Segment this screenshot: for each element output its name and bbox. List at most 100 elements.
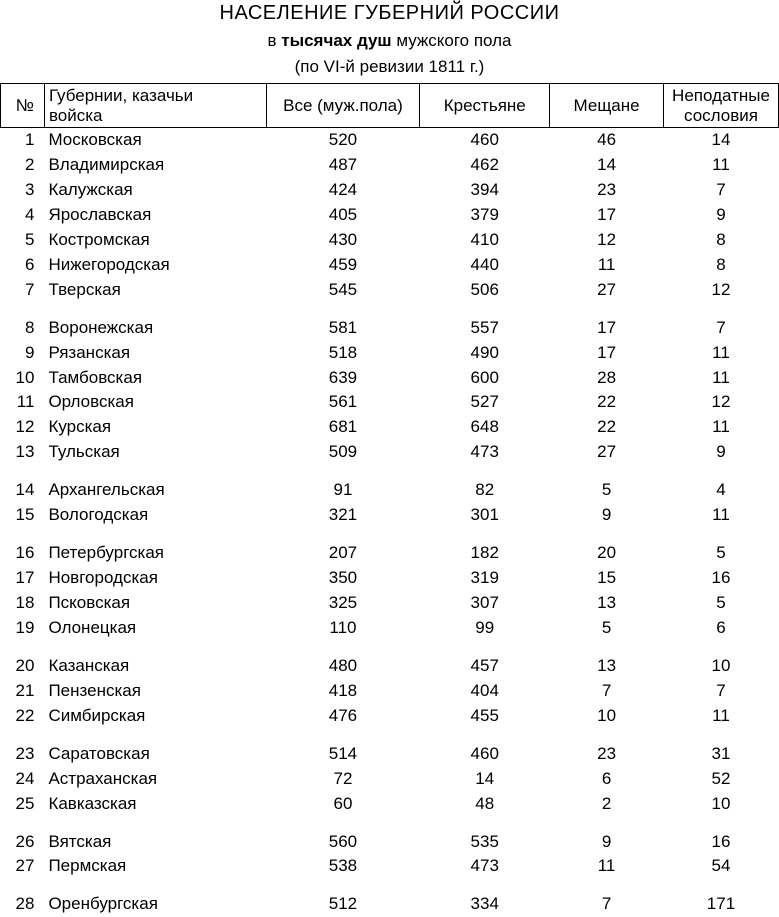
population-table: № Губернии, казачьи войска Все (муж.пола… — [0, 83, 779, 917]
cell-all: 514 — [266, 729, 420, 767]
cell-name: Петербургская — [44, 528, 266, 566]
cell-nontax: 5 — [663, 591, 778, 616]
cell-all: 560 — [266, 817, 420, 855]
header-nontax: Неподатные сословия — [663, 84, 778, 128]
table-row: 22Симбирская4764551011 — [1, 704, 779, 729]
table-row: 21Пензенская41840477 — [1, 679, 779, 704]
table-row: 15Вологодская321301911 — [1, 503, 779, 528]
cell-burghers: 22 — [550, 390, 664, 415]
cell-name: Пензенская — [44, 679, 266, 704]
cell-all: 476 — [266, 704, 420, 729]
cell-num: 20 — [1, 641, 45, 679]
cell-peasants: 527 — [420, 390, 550, 415]
cell-all: 110 — [266, 616, 420, 641]
cell-nontax: 5 — [663, 528, 778, 566]
table-row: 8Воронежская581557177 — [1, 303, 779, 341]
cell-name: Пермская — [44, 854, 266, 879]
cell-peasants: 460 — [420, 128, 550, 153]
cell-name: Владимирская — [44, 153, 266, 178]
cell-nontax: 11 — [663, 341, 778, 366]
cell-num: 4 — [1, 203, 45, 228]
cell-peasants: 182 — [420, 528, 550, 566]
cell-peasants: 506 — [420, 278, 550, 303]
cell-burghers: 28 — [550, 366, 664, 391]
table-row: 9Рязанская5184901711 — [1, 341, 779, 366]
cell-name: Тверская — [44, 278, 266, 303]
cell-burghers: 13 — [550, 641, 664, 679]
cell-name: Вятская — [44, 817, 266, 855]
cell-all: 91 — [266, 465, 420, 503]
cell-peasants: 557 — [420, 303, 550, 341]
cell-nontax: 8 — [663, 228, 778, 253]
cell-num: 18 — [1, 591, 45, 616]
cell-num: 19 — [1, 616, 45, 641]
cell-name: Воронежская — [44, 303, 266, 341]
table-row: 18Псковская325307135 — [1, 591, 779, 616]
cell-all: 561 — [266, 390, 420, 415]
table-row: 28Оренбургская5123347171 — [1, 879, 779, 917]
cell-burghers: 27 — [550, 278, 664, 303]
table-row: 4Ярославская405379179 — [1, 203, 779, 228]
cell-peasants: 473 — [420, 854, 550, 879]
cell-peasants: 319 — [420, 566, 550, 591]
cell-burghers: 23 — [550, 729, 664, 767]
cell-burghers: 10 — [550, 704, 664, 729]
cell-all: 350 — [266, 566, 420, 591]
cell-name: Саратовская — [44, 729, 266, 767]
cell-all: 512 — [266, 879, 420, 917]
cell-peasants: 648 — [420, 415, 550, 440]
cell-burghers: 11 — [550, 854, 664, 879]
cell-num: 3 — [1, 178, 45, 203]
cell-all: 459 — [266, 253, 420, 278]
cell-peasants: 307 — [420, 591, 550, 616]
cell-all: 518 — [266, 341, 420, 366]
cell-peasants: 82 — [420, 465, 550, 503]
cell-nontax: 54 — [663, 854, 778, 879]
cell-num: 6 — [1, 253, 45, 278]
cell-all: 581 — [266, 303, 420, 341]
table-row: 19Олонецкая1109956 — [1, 616, 779, 641]
cell-nontax: 7 — [663, 679, 778, 704]
cell-all: 520 — [266, 128, 420, 153]
cell-nontax: 10 — [663, 641, 778, 679]
cell-burghers: 12 — [550, 228, 664, 253]
cell-peasants: 99 — [420, 616, 550, 641]
cell-burghers: 15 — [550, 566, 664, 591]
cell-name: Астраханская — [44, 767, 266, 792]
cell-all: 538 — [266, 854, 420, 879]
header-peasants: Крестьяне — [420, 84, 550, 128]
cell-nontax: 7 — [663, 303, 778, 341]
cell-all: 545 — [266, 278, 420, 303]
cell-all: 509 — [266, 440, 420, 465]
header-row: № Губернии, казачьи войска Все (муж.пола… — [1, 84, 779, 128]
cell-burghers: 5 — [550, 616, 664, 641]
cell-num: 17 — [1, 566, 45, 591]
table-row: 3Калужская424394237 — [1, 178, 779, 203]
table-row: 1Московская5204604614 — [1, 128, 779, 153]
cell-peasants: 473 — [420, 440, 550, 465]
cell-peasants: 535 — [420, 817, 550, 855]
cell-name: Ярославская — [44, 203, 266, 228]
cell-name: Костромская — [44, 228, 266, 253]
cell-burghers: 11 — [550, 253, 664, 278]
cell-peasants: 600 — [420, 366, 550, 391]
cell-burghers: 5 — [550, 465, 664, 503]
cell-burghers: 2 — [550, 792, 664, 817]
table-row: 23Саратовская5144602331 — [1, 729, 779, 767]
cell-peasants: 48 — [420, 792, 550, 817]
cell-peasants: 404 — [420, 679, 550, 704]
cell-num: 25 — [1, 792, 45, 817]
cell-nontax: 16 — [663, 566, 778, 591]
cell-peasants: 440 — [420, 253, 550, 278]
cell-peasants: 490 — [420, 341, 550, 366]
cell-num: 23 — [1, 729, 45, 767]
cell-nontax: 12 — [663, 278, 778, 303]
cell-name: Симбирская — [44, 704, 266, 729]
cell-peasants: 455 — [420, 704, 550, 729]
cell-all: 480 — [266, 641, 420, 679]
subtitle-line2: в тысячах душ мужского пола — [0, 31, 779, 51]
cell-burghers: 7 — [550, 679, 664, 704]
table-row: 12Курская6816482211 — [1, 415, 779, 440]
table-row: 27Пермская5384731154 — [1, 854, 779, 879]
cell-nontax: 9 — [663, 440, 778, 465]
